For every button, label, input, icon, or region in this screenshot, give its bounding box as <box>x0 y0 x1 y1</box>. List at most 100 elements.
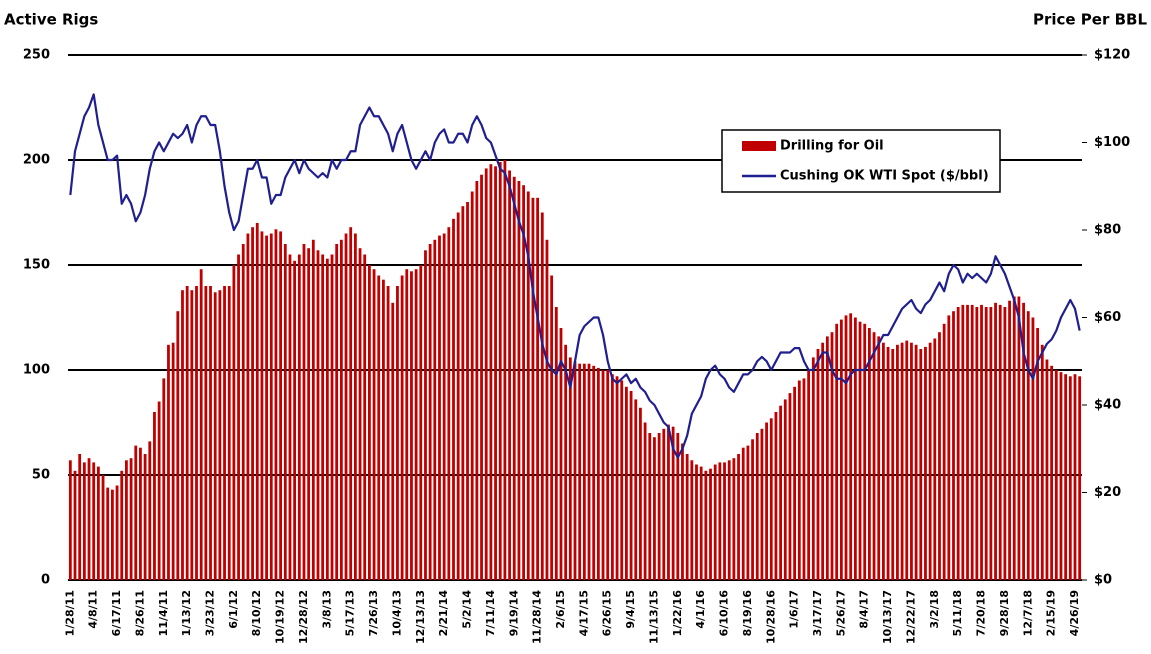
x-tick-label: 10/19/12 <box>274 590 287 644</box>
x-tick-label: 10/28/16 <box>764 590 777 644</box>
legend-swatch <box>742 141 776 151</box>
bar <box>148 441 152 580</box>
x-tick-label: 8/26/11 <box>133 590 146 636</box>
bar <box>545 239 549 581</box>
bar <box>101 475 105 580</box>
bar <box>905 340 909 580</box>
bar <box>877 336 881 580</box>
bar <box>536 197 540 581</box>
x-tick-label: 7/11/14 <box>484 590 497 637</box>
y-tick-label: 50 <box>32 468 50 483</box>
bar <box>774 412 778 580</box>
x-tick-label: 11/4/11 <box>157 590 170 636</box>
bar <box>863 323 867 580</box>
x-tick-label: 11/28/14 <box>531 590 544 644</box>
bar <box>783 399 787 580</box>
bar <box>110 489 114 580</box>
bar <box>807 370 811 580</box>
y2-tick-label: $20 <box>1094 485 1121 500</box>
bar <box>241 244 245 580</box>
bar <box>685 454 689 580</box>
bar <box>952 311 955 580</box>
bar <box>825 336 829 580</box>
bar <box>919 349 923 580</box>
bar <box>199 269 203 580</box>
bar <box>190 290 194 580</box>
bar <box>438 235 441 580</box>
x-tick-label: 2/6/15 <box>554 590 567 629</box>
bar <box>662 428 666 580</box>
bar <box>386 286 390 580</box>
x-tick-label: 7/20/18 <box>975 590 988 636</box>
bar <box>723 462 726 580</box>
bar <box>568 357 572 580</box>
bar <box>120 470 124 580</box>
bar <box>321 254 325 580</box>
bar <box>643 422 647 580</box>
x-tick-label: 3/23/12 <box>204 590 217 636</box>
bar <box>900 342 904 580</box>
bar <box>653 437 656 580</box>
bar <box>667 424 670 580</box>
x-tick-label: 8/4/17 <box>858 590 871 629</box>
x-tick-label: 10/4/13 <box>390 590 403 636</box>
bar <box>961 304 965 580</box>
bar <box>727 460 731 580</box>
bar <box>498 162 502 580</box>
bar <box>297 254 301 580</box>
x-tick-label: 3/2/18 <box>928 590 941 629</box>
bar <box>143 454 147 580</box>
bar <box>639 407 642 580</box>
bar <box>251 227 254 580</box>
bar <box>648 433 652 580</box>
bar <box>68 460 72 580</box>
bar <box>980 304 983 580</box>
x-tick-label: 6/10/16 <box>718 590 731 637</box>
bar <box>1022 302 1025 580</box>
bar <box>732 458 736 580</box>
legend-label: Drilling for Oil <box>780 139 884 154</box>
bar <box>307 248 311 580</box>
bar <box>274 229 278 581</box>
bar <box>704 470 708 580</box>
x-tick-label: 6/1/12 <box>227 590 240 629</box>
bar <box>872 332 876 580</box>
x-tick-label: 3/8/13 <box>320 590 333 629</box>
bar <box>681 443 684 580</box>
line <box>69 93 1081 459</box>
bar <box>92 462 96 580</box>
bar <box>816 349 820 580</box>
bar <box>400 275 404 580</box>
x-tick-label: 4/8/11 <box>87 590 100 629</box>
bar <box>699 466 703 580</box>
bar <box>302 244 306 580</box>
bar <box>134 445 138 580</box>
bar <box>162 378 166 580</box>
x-tick-label: 1/28/11 <box>63 590 76 636</box>
x-tick-label: 4/17/15 <box>577 590 590 636</box>
bar <box>975 307 979 580</box>
y2-tick-label: $0 <box>1094 573 1112 588</box>
bar <box>690 460 694 580</box>
bar <box>741 447 745 580</box>
bar <box>232 265 236 580</box>
bar <box>433 239 437 581</box>
legend-box <box>721 129 1001 193</box>
bar <box>316 250 320 581</box>
x-tick-label: 12/7/18 <box>1021 590 1034 636</box>
bar <box>466 202 469 580</box>
bar <box>185 286 189 580</box>
bar <box>839 319 843 580</box>
bar <box>797 380 801 580</box>
bar <box>671 426 675 580</box>
x-tick-label: 12/13/13 <box>414 590 427 644</box>
bar <box>1073 374 1077 580</box>
x-tick-label: 12/22/17 <box>904 590 917 644</box>
bar <box>793 386 797 580</box>
bar <box>1059 372 1063 580</box>
bar <box>115 485 119 580</box>
bar <box>470 191 474 580</box>
bar <box>87 458 91 580</box>
bar <box>779 405 783 580</box>
bar <box>1078 376 1082 580</box>
